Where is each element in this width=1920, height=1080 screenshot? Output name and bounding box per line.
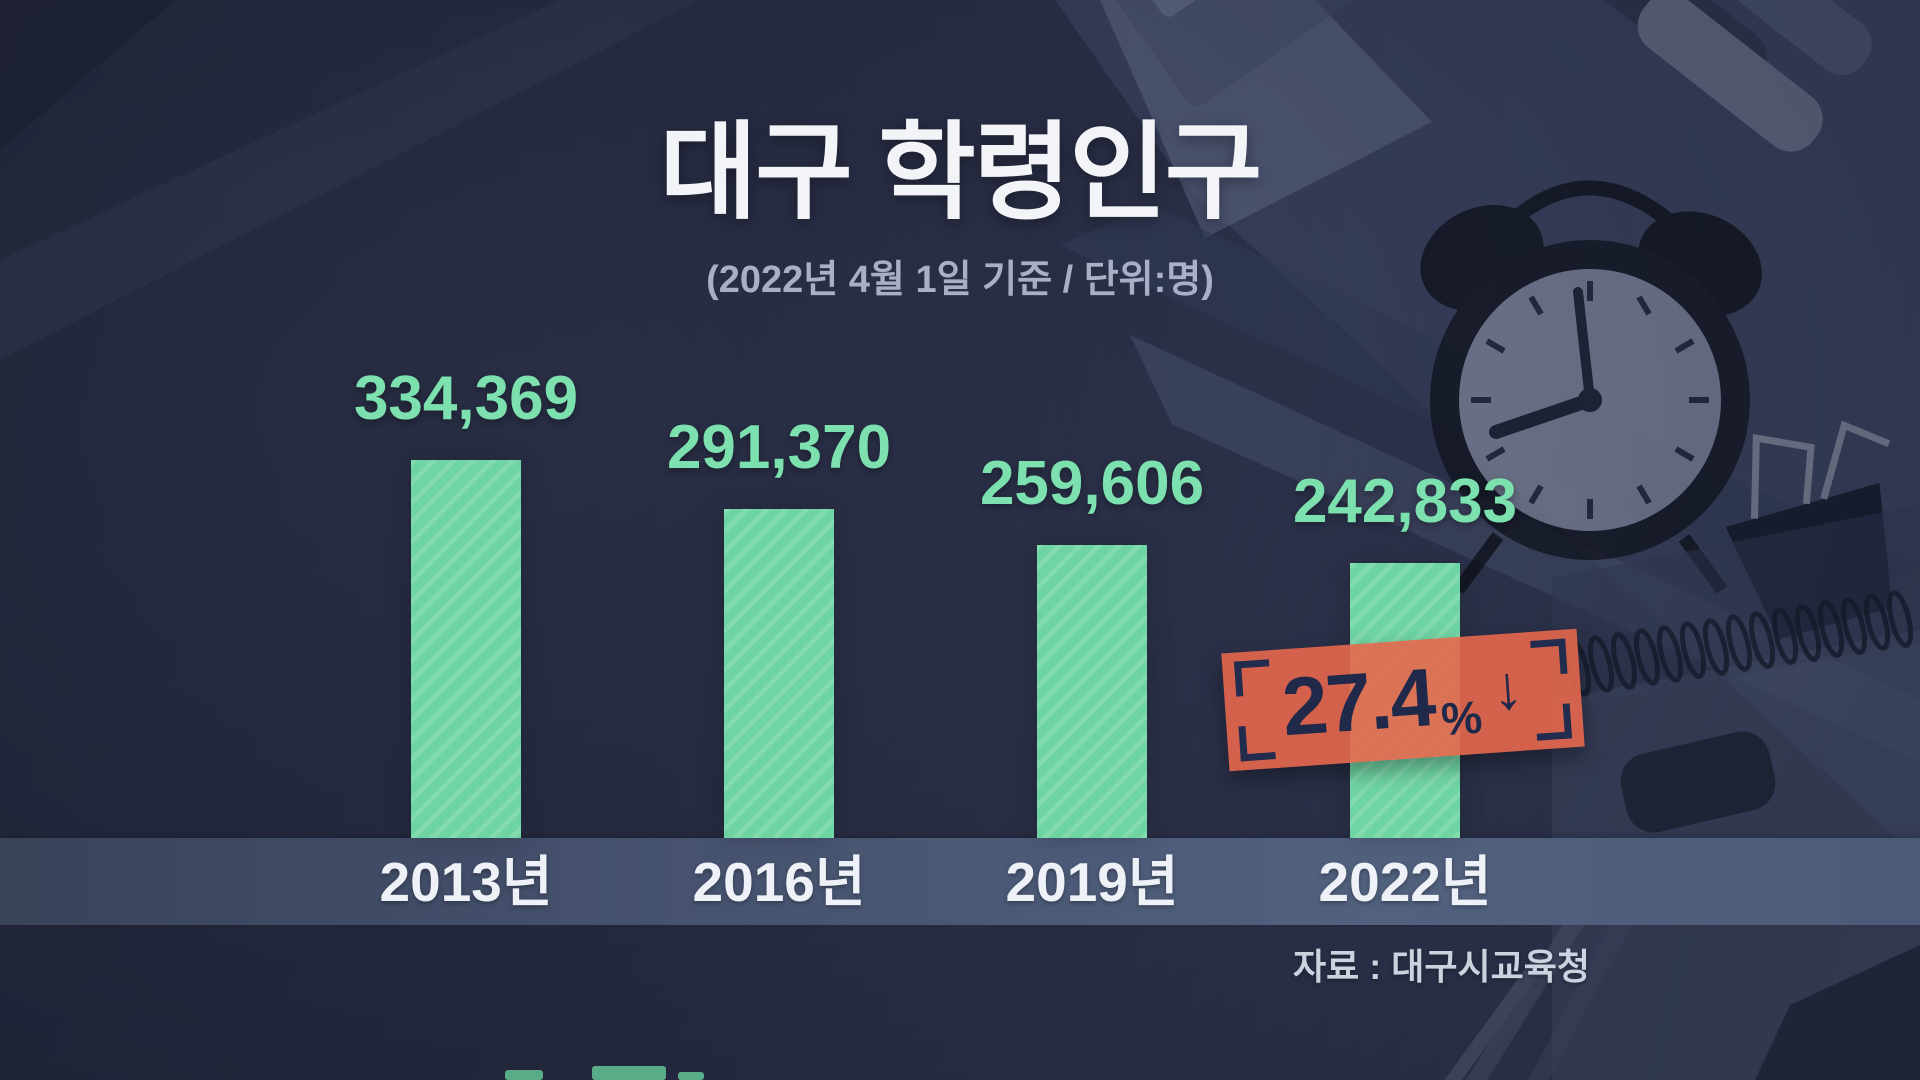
keyboard-icon xyxy=(1067,0,1484,106)
value-label-2019년: 259,606 xyxy=(979,449,1205,518)
value-label-2022년: 242,833 xyxy=(1292,467,1518,536)
bar-2016년 xyxy=(724,509,834,838)
percent-sign: % xyxy=(1439,690,1484,746)
down-arrow-icon: ↓ xyxy=(1489,652,1526,724)
x-tick-2019년: 2019년 xyxy=(1005,851,1179,913)
bar-2013년 xyxy=(411,460,521,838)
notepad-icon xyxy=(1100,0,1432,238)
x-tick-2016년: 2016년 xyxy=(692,851,866,913)
spiral-binding-icon xyxy=(1564,590,1914,697)
page-subtitle: (2022년 4월 1일 기준 / 단위:명) xyxy=(706,259,1214,301)
source-label: 자료 : 대구시교육청 xyxy=(1293,946,1590,987)
bottom-edge-fragment xyxy=(678,1072,704,1080)
bracket-corner-icon xyxy=(1238,724,1276,762)
x-tick-2022년: 2022년 xyxy=(1318,851,1492,913)
page-title: 대구 학령인구 xyxy=(659,114,1263,232)
bracket-corner-icon xyxy=(1530,638,1568,676)
bracket-corner-icon xyxy=(1233,659,1272,697)
notebook-cover xyxy=(1552,505,1920,710)
light-streak xyxy=(0,0,700,360)
marker-icon xyxy=(1620,731,1776,833)
bottom-edge-fragment xyxy=(505,1070,543,1080)
decrease-value: 27.4 xyxy=(1279,651,1437,754)
bar-2019년 xyxy=(1037,545,1147,838)
x-tick-2013년: 2013년 xyxy=(379,851,553,913)
value-label-2016년: 291,370 xyxy=(666,413,892,482)
alarm-clock-icon xyxy=(1420,180,1762,594)
bottom-edge-fragment xyxy=(592,1066,666,1080)
x-axis-band xyxy=(0,838,1920,925)
value-label-2013년: 334,369 xyxy=(353,364,579,433)
eraser-icon xyxy=(1588,0,1872,152)
corner-shadow xyxy=(0,0,175,150)
corner-shadow xyxy=(1755,945,1920,1080)
bracket-corner-icon xyxy=(1534,703,1573,741)
pencil-icon xyxy=(1401,896,1631,1080)
decrease-badge: 27.4 % ↓ xyxy=(1221,628,1585,772)
